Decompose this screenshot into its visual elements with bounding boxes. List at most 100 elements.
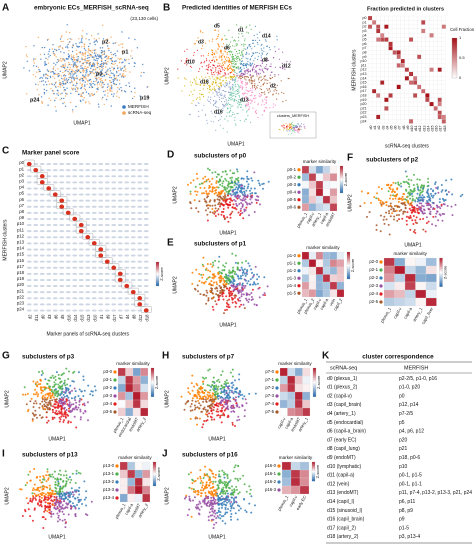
cell-dot	[106, 45, 109, 47]
cell-dot	[63, 77, 66, 79]
cell-dot	[224, 58, 226, 60]
cell-dot	[297, 131, 299, 133]
cell-dot	[276, 98, 278, 100]
cell-dot	[232, 62, 234, 65]
cell-dot	[223, 186, 226, 189]
score-ridge	[137, 309, 143, 312]
cell-dot	[223, 69, 225, 71]
heat-cell	[388, 67, 393, 72]
cell-dot	[209, 211, 212, 214]
cell-dot	[72, 89, 74, 91]
score-ridge	[85, 217, 91, 220]
score-ridge	[78, 181, 84, 184]
cell-dot	[245, 57, 247, 59]
cell-dot	[256, 52, 258, 54]
cell-dot	[39, 386, 42, 389]
cell-dot	[226, 38, 228, 40]
score-ridge	[72, 260, 78, 263]
cell-dot	[254, 45, 256, 47]
cell-dot	[290, 126, 292, 128]
cell-dot	[230, 67, 232, 69]
score-ridge	[124, 236, 130, 239]
cell-dot	[234, 119, 236, 121]
cell-dot	[212, 264, 215, 267]
cell-dot	[196, 49, 198, 52]
cell-dot	[208, 282, 211, 285]
cell-dot	[86, 71, 88, 73]
cell-dot	[84, 51, 87, 53]
cell-dot	[234, 85, 236, 87]
cell-dot	[249, 62, 251, 64]
cell-dot	[218, 45, 220, 47]
cell-dot	[274, 66, 276, 68]
cell-dot	[379, 214, 382, 217]
score-ridge	[65, 187, 71, 190]
cell-dot	[222, 69, 224, 71]
cell-dot	[225, 84, 227, 87]
score-ridge	[98, 309, 104, 312]
cell-dot	[59, 377, 61, 380]
cell-dot	[268, 46, 270, 49]
score-ridge	[85, 235, 91, 240]
cell-dot	[234, 69, 236, 71]
cell-dot	[196, 284, 199, 287]
cell-dot	[235, 178, 237, 180]
cell-dot	[25, 403, 28, 406]
cell-dot	[420, 196, 423, 199]
cell-dot	[250, 187, 253, 190]
cell-dot	[225, 68, 227, 70]
cell-dot	[51, 408, 54, 411]
cell-dot	[387, 190, 390, 193]
cell-dot	[235, 56, 238, 59]
cell-dot	[89, 103, 91, 105]
score-ridge	[137, 260, 143, 263]
cell-dot	[237, 176, 240, 179]
cell-dot	[293, 129, 295, 131]
cell-dot	[254, 110, 256, 113]
cell-dot	[225, 83, 227, 85]
heat-cell	[322, 195, 331, 204]
score-ridge	[39, 180, 45, 185]
cell-dot	[228, 289, 230, 292]
score-ridge	[117, 187, 123, 190]
heat-cell	[421, 88, 426, 94]
cell-dot	[119, 57, 121, 60]
cell-dot	[230, 51, 232, 53]
cell-dot	[96, 64, 99, 66]
cell-dot	[215, 191, 218, 194]
cell-dot	[423, 196, 426, 199]
cell-dot	[253, 34, 255, 37]
cell-dot	[45, 411, 48, 414]
heat-cell	[417, 24, 422, 30]
cell-dot	[63, 74, 66, 76]
cell-dot	[253, 39, 255, 42]
score-ridge	[65, 175, 71, 178]
cell-dot	[38, 406, 41, 409]
cell-dot	[230, 179, 233, 182]
cell-dot	[77, 46, 79, 48]
cell-dot	[68, 56, 70, 58]
cell-dot	[218, 113, 220, 115]
cell-dot	[244, 70, 246, 72]
cell-dot	[116, 65, 119, 67]
score-ridge	[85, 254, 91, 257]
cell-dot	[204, 280, 207, 283]
heat-cell	[392, 41, 397, 47]
cell-dot	[301, 126, 302, 128]
cell-dot	[78, 51, 80, 54]
cell-dot	[215, 402, 218, 405]
cell-dot	[248, 293, 251, 296]
cell-dot	[236, 57, 238, 60]
heat-cell	[421, 101, 426, 107]
heat-cell	[437, 101, 442, 107]
heat-cell	[396, 97, 401, 103]
cell-dot	[70, 71, 72, 73]
score-ridge	[52, 187, 58, 190]
cell-dot	[205, 76, 207, 78]
cell-dot	[221, 46, 223, 48]
cell-dot	[289, 130, 291, 132]
cell-dot	[204, 80, 206, 82]
heat-cell	[429, 45, 434, 51]
cell-dot	[269, 65, 271, 67]
cell-dot	[229, 286, 231, 289]
